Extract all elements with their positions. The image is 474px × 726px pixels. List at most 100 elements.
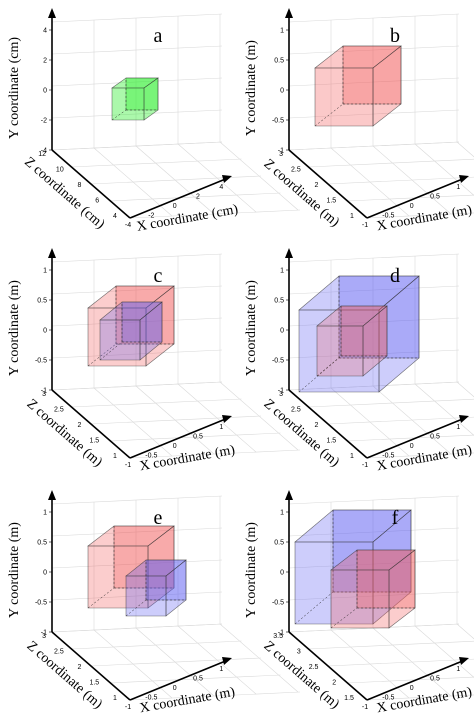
y-tick-label: -1 [278, 630, 284, 637]
x-tick-label: 4 [219, 184, 223, 191]
y-axis-title: Y coordinate (m) [244, 522, 259, 618]
x-axis-title: X coordinate (m) [139, 685, 237, 717]
z-tick-label: 2.5 [309, 664, 319, 671]
y-tick-label: 0 [280, 88, 284, 95]
x-axis-arrow [222, 415, 232, 423]
axes: 10.50-0.5-132.521.51-1-0.500.51 [35, 248, 232, 469]
z-tick-label: 2 [315, 182, 319, 189]
y-tick-label: 0.5 [274, 540, 284, 547]
z-tick-label: 2.5 [291, 406, 301, 413]
z-tick-label: 2.5 [291, 166, 301, 173]
x-axis-line [366, 417, 466, 459]
y-tick-label: 0 [280, 570, 284, 577]
y-tick-label: -0.5 [272, 600, 284, 607]
y-tick-label: 0 [280, 328, 284, 335]
x-tick-label: -1 [362, 462, 368, 469]
x-tick-label: -4 [125, 222, 131, 229]
y-axis-title: Y coordinate (m) [7, 280, 22, 376]
box-1 [111, 77, 159, 121]
z-tick-label: 8 [78, 182, 82, 189]
x-tick-label: -0.5 [145, 452, 157, 459]
z-tick-label: 6 [95, 197, 99, 204]
x-tick-label: 2 [196, 193, 200, 200]
panel-letter: f [392, 507, 399, 529]
grid [288, 13, 474, 219]
y-tick-label: 0.5 [274, 58, 284, 65]
x-axis-title: X coordinate (m) [139, 443, 237, 475]
x-tick-label: 0 [410, 203, 414, 210]
z-tick-label: 1.5 [89, 679, 99, 686]
box-2 [330, 549, 416, 629]
y-axis-arrow [48, 248, 56, 258]
panel-d: 10.50-0.5-132.521.51-1-0.500.51Y coordin… [244, 248, 474, 474]
z-tick-label: 1 [113, 695, 117, 702]
z-axis-line [288, 149, 368, 219]
x-axis-arrow [459, 175, 469, 183]
y-tick-label: 0 [43, 88, 47, 95]
z-tick-label: 3 [279, 391, 283, 398]
box-1 [87, 285, 175, 367]
panel-f: 10.50-0.5-13.532.521.5-1-0.500.51Y coord… [244, 490, 474, 716]
x-tick-label: -1 [362, 222, 368, 229]
y-tick-label: -4 [41, 148, 47, 155]
x-axis-line [129, 177, 229, 219]
z-tick-label: 1.5 [326, 437, 336, 444]
y-axis-title: Y coordinate (m) [244, 280, 259, 376]
y-tick-label: -0.5 [35, 600, 47, 607]
x-tick-label: 0.5 [430, 433, 440, 440]
y-tick-label: -1 [41, 630, 47, 637]
y-tick-label: 1 [280, 510, 284, 517]
x-axis-arrow [222, 175, 232, 183]
x-axis-line [366, 659, 466, 701]
x-tick-label: 0 [410, 685, 414, 692]
z-tick-label: 2 [332, 679, 336, 686]
panel-letter: c [154, 265, 163, 287]
z-tick-label: 3 [42, 633, 46, 640]
x-tick-label: 0 [173, 203, 177, 210]
x-tick-label: 0 [410, 443, 414, 450]
z-tick-label: 3 [297, 648, 301, 655]
x-tick-label: -1 [125, 462, 131, 469]
z-tick-label: 3 [279, 151, 283, 158]
z-tick-label: 1 [350, 213, 354, 220]
x-tick-label: 1 [456, 184, 460, 191]
grid [51, 495, 301, 701]
box-2 [99, 301, 163, 361]
panel-letter: b [390, 25, 400, 47]
z-axis-line [51, 149, 131, 219]
z-axis-line [288, 389, 368, 459]
panel-letter: e [154, 507, 163, 529]
z-tick-label: 1.5 [326, 197, 336, 204]
z-tick-label: 2.5 [54, 406, 64, 413]
x-axis-title: X coordinate (m) [376, 203, 474, 235]
panel-b: 10.50-0.5-132.521.51-1-0.500.51Y coordin… [244, 8, 474, 234]
x-tick-label: -1 [125, 704, 131, 711]
x-tick-label: -0.5 [382, 694, 394, 701]
x-axis-title: X coordinate (m) [376, 443, 474, 475]
y-tick-label: -0.5 [272, 118, 284, 125]
z-tick-label: 1.5 [89, 437, 99, 444]
z-axis-line [51, 389, 131, 459]
x-tick-label: 0 [173, 685, 177, 692]
x-tick-label: 1 [219, 424, 223, 431]
box-1 [298, 275, 420, 393]
x-tick-label: 0 [173, 443, 177, 450]
x-tick-label: 1 [456, 666, 460, 673]
axes: 10.50-0.5-132.521.51-1-0.500.51 [35, 490, 232, 711]
y-tick-label: -2 [41, 118, 47, 125]
z-axis-line [288, 631, 368, 701]
panel-letter: d [390, 265, 400, 287]
y-axis-arrow [48, 8, 56, 18]
grid [51, 253, 301, 459]
y-axis-arrow [285, 8, 293, 18]
x-axis-line [129, 659, 229, 701]
panel-letter: a [154, 25, 163, 47]
y-tick-label: 0 [43, 570, 47, 577]
z-tick-label: 1 [350, 453, 354, 460]
y-tick-label: -0.5 [35, 358, 47, 365]
z-tick-label: 4 [113, 213, 117, 220]
x-axis-title: X coordinate (cm) [136, 202, 240, 235]
x-tick-label: -0.5 [382, 452, 394, 459]
x-axis-line [366, 177, 466, 219]
